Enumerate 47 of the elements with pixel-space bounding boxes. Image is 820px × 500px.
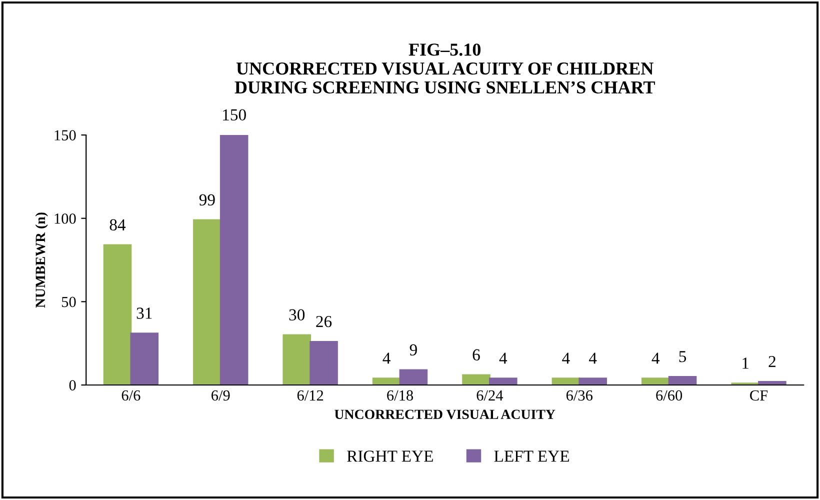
x-tick-label: CF	[750, 390, 768, 401]
data-label: 26	[316, 316, 332, 328]
data-label: 30	[289, 309, 305, 321]
legend-label: RIGHT EYE	[347, 450, 433, 462]
x-tick-label: 6/12	[297, 390, 324, 401]
bar	[220, 135, 248, 385]
data-label: 4	[382, 352, 390, 364]
chart-title: FIG–5.10 UNCORRECTED VISUAL ACUITY OF CHILDREN DURING SCREENING USING SNELLEN’S CHART	[234, 44, 655, 94]
bar	[103, 244, 132, 385]
bar	[310, 340, 338, 385]
bar	[489, 378, 518, 385]
bar	[641, 378, 670, 385]
x-tick-label: 6/36	[566, 390, 593, 401]
data-label: 4	[588, 352, 597, 364]
x-tick-label: 6/6	[122, 390, 140, 401]
bar	[282, 334, 312, 385]
data-label: 4	[652, 352, 660, 364]
data-label: 9	[410, 344, 417, 356]
bar	[668, 376, 697, 385]
data-label: 4	[499, 352, 508, 364]
bar	[399, 369, 428, 385]
bar	[372, 378, 401, 385]
y-tick-label: 100	[54, 213, 76, 224]
bar	[578, 378, 607, 385]
bar	[193, 219, 222, 385]
data-label: 5	[679, 351, 686, 362]
legend-label: LEFT EYE	[494, 450, 569, 462]
data-label: 1	[742, 358, 748, 369]
data-label: 6	[472, 349, 480, 361]
data-label: 2	[768, 356, 776, 368]
y-tick-label: 150	[54, 130, 76, 140]
x-axis-title: UNCORRECTED VISUAL ACUITY	[334, 410, 556, 420]
bar	[130, 332, 159, 385]
x-tick-label: 6/18	[387, 390, 414, 401]
data-label: 84	[110, 219, 126, 231]
y-tick-label: 0	[69, 380, 76, 390]
x-tick-label: 6/60	[656, 390, 682, 401]
data-label: 31	[136, 308, 152, 319]
x-tick-label: 6/9	[212, 390, 230, 401]
data-label: 4	[562, 352, 570, 364]
bar	[462, 374, 490, 385]
x-tick-label: 6/24	[476, 390, 504, 401]
data-label: 99	[199, 194, 215, 206]
bar	[552, 378, 580, 385]
y-tick-label: 50	[62, 296, 76, 308]
y-axis-title: NUMBEWR (n)	[35, 212, 48, 308]
data-label: 150	[223, 109, 246, 121]
